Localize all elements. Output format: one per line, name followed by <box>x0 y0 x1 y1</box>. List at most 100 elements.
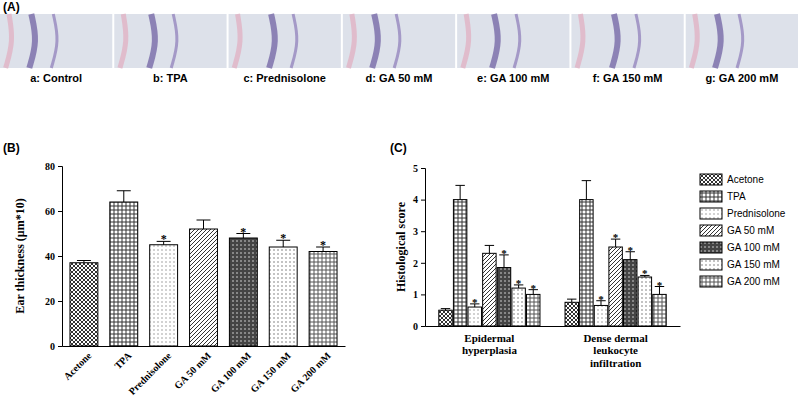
y-tick-label: 0 <box>50 341 55 352</box>
x-axis: AcetoneTPAPrednisoloneGA 50 mMGA 100 mMG… <box>61 346 345 397</box>
significance-mark: * <box>472 296 478 308</box>
tissue-band <box>171 14 177 68</box>
bar <box>439 310 452 326</box>
micrograph-background <box>114 14 226 68</box>
bar <box>497 268 510 326</box>
x-tick-label: Prednisolone <box>126 349 173 396</box>
significance-mark: * <box>598 293 604 305</box>
legend-label: GA 50 mM <box>727 225 774 236</box>
tissue-band <box>29 14 35 68</box>
micrograph <box>457 14 569 68</box>
image-caption: d: GA 50 mM <box>366 72 433 84</box>
significance-mark: * <box>280 231 286 245</box>
y-tick-mark <box>421 231 425 232</box>
tissue-band <box>612 14 618 68</box>
legend-item: GA 200 mM <box>700 276 780 287</box>
bar <box>150 245 178 346</box>
micrograph-background <box>229 14 341 68</box>
y-tick-label: 1 <box>413 289 418 300</box>
error-cap <box>77 260 91 261</box>
significance-mark: * <box>613 231 619 243</box>
significance-mark: * <box>516 277 522 289</box>
bar <box>309 252 337 347</box>
image-caption: b: TPA <box>153 72 188 84</box>
x-tick-label: Epidermalhyperplasia <box>462 332 518 357</box>
tissue-band <box>120 14 126 68</box>
tissue-band <box>691 14 697 68</box>
y-tick: 0 <box>50 341 62 352</box>
image-caption: c: Prednisolone <box>243 72 326 84</box>
bar <box>565 302 578 326</box>
y-tick-mark <box>421 326 425 327</box>
legend-swatch <box>700 242 722 253</box>
y-tick: 4 <box>413 194 425 205</box>
x-tick-label: Dense dermalleukocyteinfiltration <box>583 332 647 369</box>
y-tick-label: 3 <box>413 226 418 237</box>
x-axis: Epidermalhyperplasia Dense dermalleukocyt… <box>426 326 681 369</box>
bar <box>190 229 218 346</box>
micrograph-background <box>571 14 683 68</box>
bar <box>70 263 98 346</box>
bar <box>580 200 593 326</box>
x-tick-label: GA 200 mM <box>288 349 333 394</box>
significance-mark: * <box>240 225 246 239</box>
error-cap <box>582 180 591 181</box>
legend-swatch <box>700 174 722 185</box>
micrograph-strip <box>0 14 798 68</box>
micrograph <box>571 14 683 68</box>
x-tick-label: GA 50 mM <box>172 349 214 391</box>
image-caption: a: Control <box>30 72 82 84</box>
tissue-band <box>372 14 378 68</box>
chart-b: ****020406080AcetoneTPAPrednisoloneGA 50… <box>13 161 346 397</box>
figure-svg: (A)(B)(C)a: Controlb: TPAc: Prednisolone… <box>0 0 798 413</box>
tissue-band <box>348 14 354 68</box>
tissue-band <box>492 14 498 68</box>
significance-mark: * <box>627 244 633 256</box>
significance-mark: * <box>530 282 536 294</box>
x-tick: GA 200 mM <box>288 346 333 395</box>
x-tick: GA 150 mM <box>248 346 293 395</box>
y-tick-label: 5 <box>413 163 418 174</box>
panel-label: (C) <box>390 141 407 155</box>
x-tick-label: GA 100 mM <box>208 349 253 394</box>
y-tick-label: 4 <box>413 194 418 205</box>
y-axis-title: Ear thickness (μm*10) <box>13 198 27 313</box>
y-axis-title: Histological score <box>394 201 408 292</box>
significance-mark: * <box>657 279 663 291</box>
micrograph-background <box>343 14 455 68</box>
figure: (A)(B)(C)a: Controlb: TPAc: Prednisolone… <box>0 0 798 413</box>
y-tick-label: 2 <box>413 258 418 269</box>
legend-swatch <box>700 259 722 270</box>
error-bar <box>586 181 587 200</box>
error-cap <box>567 299 576 300</box>
tissue-band <box>463 14 469 68</box>
error-bar <box>489 245 490 253</box>
error-cap <box>455 185 464 186</box>
tissue-band <box>394 14 400 68</box>
legend-item: TPA <box>700 191 746 202</box>
tissue-band <box>737 14 743 68</box>
error-bar <box>203 220 204 229</box>
error-cap <box>441 308 450 309</box>
bar <box>483 253 496 326</box>
bar <box>269 247 297 346</box>
image-caption: f: GA 150 mM <box>593 72 663 84</box>
y-tick-label: 80 <box>45 161 55 172</box>
bar <box>110 202 138 346</box>
significance-mark: * <box>161 232 167 246</box>
micrograph-background <box>686 14 798 68</box>
x-axis-line <box>426 326 681 327</box>
bar <box>453 200 466 326</box>
y-tick: 3 <box>413 226 425 237</box>
bar <box>594 305 607 326</box>
y-axis: 012345 <box>413 163 426 332</box>
micrograph-background <box>457 14 569 68</box>
tissue-band <box>269 14 275 68</box>
x-tick: Prednisolone <box>126 346 173 397</box>
y-tick: 1 <box>413 289 425 300</box>
panel-label: (A) <box>3 0 20 14</box>
y-axis-line <box>421 169 426 327</box>
micrograph <box>686 14 798 68</box>
bar <box>229 238 257 346</box>
tissue-band <box>715 14 721 68</box>
